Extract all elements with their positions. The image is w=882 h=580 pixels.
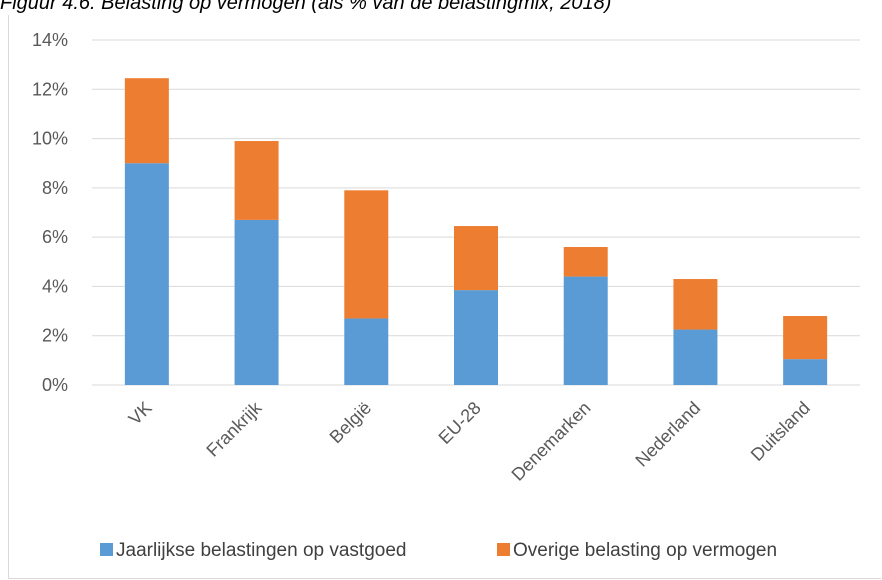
legend: Jaarlijkse belastingen op vastgoed Overig… [100,540,777,561]
bar-segment [344,318,389,385]
bar-segment [563,276,608,385]
y-tick-label: 14% [32,30,68,50]
bar-segment [783,359,828,385]
bar-segment [563,247,608,277]
bar-segment [124,78,169,164]
x-tick-label: Duitsland [747,398,814,465]
figure-caption: Figuur 4.6. Belasting op vermogen (als %… [0,0,612,14]
bar-segment [454,290,498,385]
x-tick-label: België [326,398,376,448]
bar-segment [673,329,718,385]
y-tick-label: 12% [32,79,68,99]
x-tick-label: Nederland [631,398,704,471]
x-axis-ticks: VK Frankrijk België EU-28 Denemarken Nederlan… [125,397,814,485]
bar-segment [454,226,498,291]
bar-segment [234,141,279,220]
y-tick-label: 2% [42,326,68,346]
legend-swatch [100,543,113,556]
y-tick-label: 4% [42,276,68,296]
gridlines [92,39,860,386]
y-axis-ticks: 0% 2% 4% 6% 8% 10% 12% 14% [32,30,68,395]
legend-swatch [497,543,510,556]
y-tick-label: 10% [32,129,68,149]
legend-label: Jaarlijkse belastingen op vastgoed [116,540,406,561]
y-tick-label: 0% [42,375,68,395]
bar-segment [124,163,169,385]
y-tick-label: 8% [42,178,68,198]
chart-frame [8,15,881,579]
x-tick-label: Frankrijk [202,397,266,461]
x-tick-label: VK [125,398,156,429]
x-tick-label: Denemarken [508,398,595,485]
y-tick-label: 6% [42,227,68,247]
legend-label: Overige belasting op vermogen [513,540,777,561]
bars [124,78,828,385]
x-tick-label: EU-28 [435,398,485,448]
bar-segment [344,190,389,319]
bar-segment [673,279,718,330]
bar-segment [234,219,279,385]
bar-segment [783,316,828,360]
